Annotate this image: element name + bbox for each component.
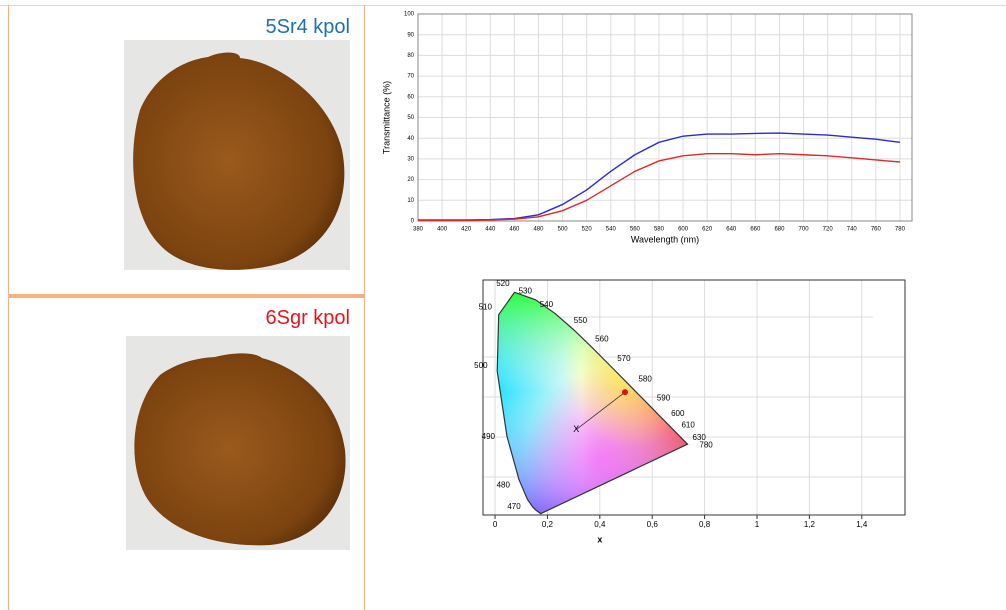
wavelength-label: 500 bbox=[474, 361, 488, 370]
white-point: X bbox=[573, 424, 579, 434]
sample-point bbox=[621, 389, 628, 396]
wavelength-label: 610 bbox=[681, 421, 695, 430]
plot-frame bbox=[482, 279, 906, 516]
x-tick-label: 600 bbox=[678, 227, 689, 233]
wavelength-label: 560 bbox=[595, 335, 609, 344]
x-axis-label: x bbox=[597, 534, 602, 544]
x-tick-label: 460 bbox=[509, 227, 520, 233]
x-tick-label: 0 bbox=[493, 520, 498, 529]
y-tick-label: 10 bbox=[407, 198, 414, 204]
y-tick-label: 20 bbox=[407, 177, 414, 183]
x-tick-label: 720 bbox=[823, 227, 834, 233]
sample-cell bbox=[8, 298, 365, 610]
y-tick-label: 50 bbox=[407, 115, 414, 121]
y-tick-label: 60 bbox=[407, 94, 414, 100]
x-tick-label: 380 bbox=[413, 227, 424, 233]
wavelength-label: 540 bbox=[540, 300, 554, 309]
x-tick-label: 680 bbox=[774, 227, 785, 233]
x-tick-label: 1,4 bbox=[856, 520, 868, 529]
x-tick-label: 560 bbox=[630, 227, 641, 233]
x-tick-label: 640 bbox=[726, 227, 737, 233]
wavelength-label: 590 bbox=[657, 393, 671, 402]
x-tick-label: 740 bbox=[847, 227, 858, 233]
x-tick-label: 540 bbox=[606, 227, 617, 233]
color-fill bbox=[497, 292, 688, 514]
x-tick-label: 1 bbox=[755, 520, 760, 529]
wavelength-label: 780 bbox=[699, 440, 713, 449]
x-tick-label: 0,6 bbox=[647, 520, 659, 529]
dominant-line bbox=[576, 391, 626, 430]
sample-label: 6Sgr kpol bbox=[265, 307, 351, 329]
wavelength-label: 550 bbox=[574, 316, 588, 325]
x-tick-label: 0,4 bbox=[594, 520, 606, 529]
y-axis-label: Transmittance (%) bbox=[381, 81, 391, 154]
y-tick-label: 40 bbox=[407, 136, 414, 142]
wavelength-label: 510 bbox=[479, 302, 493, 311]
wavelength-label: 570 bbox=[617, 354, 631, 363]
x-tick-label: 0,8 bbox=[699, 520, 711, 529]
y-tick-label: 100 bbox=[404, 12, 415, 18]
x-tick-label: 780 bbox=[895, 227, 906, 233]
x-tick-label: 0,2 bbox=[542, 520, 554, 529]
glass-sample bbox=[133, 52, 345, 270]
wavelength-label: 520 bbox=[496, 279, 510, 288]
y-tick-label: 70 bbox=[407, 74, 414, 80]
cell-divider bbox=[8, 294, 365, 298]
x-tick-label: 520 bbox=[582, 227, 593, 233]
x-tick-label: 500 bbox=[558, 227, 569, 233]
wavelength-label: 470 bbox=[507, 502, 521, 511]
sample-cell bbox=[8, 5, 365, 296]
y-tick-label: 90 bbox=[407, 32, 414, 38]
series-line bbox=[418, 153, 901, 222]
wavelength-label: 630 bbox=[692, 433, 706, 442]
wavelength-label: 530 bbox=[519, 286, 533, 295]
x-tick-label: 580 bbox=[654, 227, 665, 233]
wavelength-label: 480 bbox=[497, 481, 511, 490]
wavelength-label: 490 bbox=[482, 432, 496, 441]
y-tick-label: 80 bbox=[407, 53, 414, 59]
y-tick-label: 0 bbox=[411, 219, 415, 225]
x-tick-label: 700 bbox=[799, 227, 810, 233]
x-tick-label: 1,2 bbox=[804, 520, 816, 529]
x-tick-label: 400 bbox=[437, 227, 448, 233]
x-tick-label: 660 bbox=[750, 227, 761, 233]
plot-frame bbox=[417, 13, 913, 222]
x-tick-label: 480 bbox=[533, 227, 544, 233]
y-tick-label: 30 bbox=[407, 156, 414, 162]
sample-label: 5Sr4 kpol bbox=[265, 16, 351, 38]
x-tick-label: 620 bbox=[702, 227, 713, 233]
top-rule bbox=[0, 5, 1006, 6]
wavelength-label: 580 bbox=[638, 374, 652, 383]
glass-sample bbox=[134, 353, 346, 546]
x-tick-label: 440 bbox=[485, 227, 496, 233]
x-tick-label: 420 bbox=[461, 227, 472, 233]
x-tick-label: 760 bbox=[871, 227, 882, 233]
x-axis-label: Wavelength (nm) bbox=[631, 234, 699, 244]
wavelength-label: 600 bbox=[671, 409, 685, 418]
spectral-locus bbox=[496, 291, 689, 515]
